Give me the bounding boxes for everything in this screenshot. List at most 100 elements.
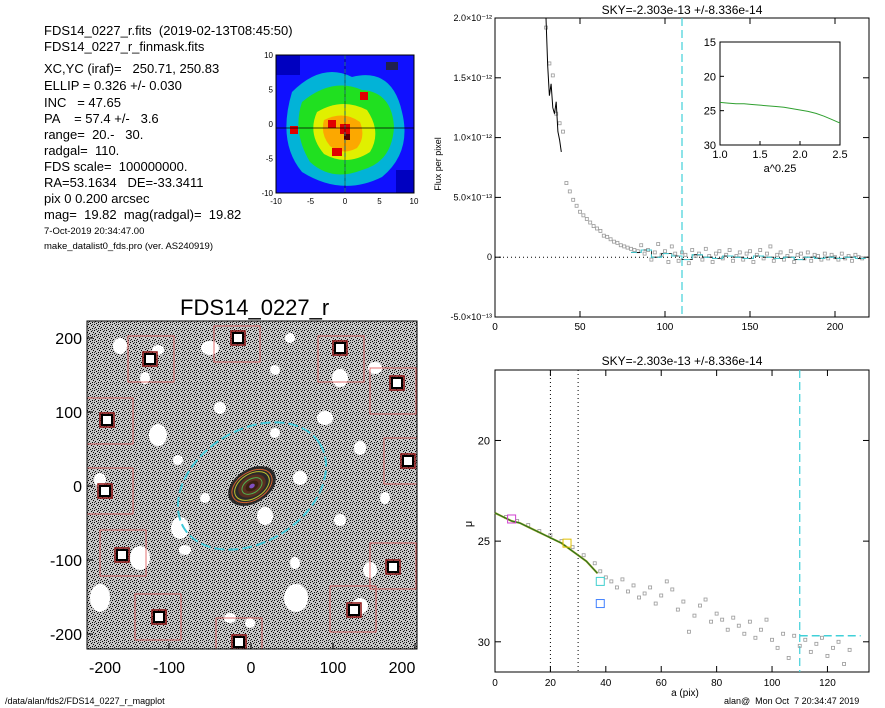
thumb-xtick: 0 (343, 197, 348, 206)
masked-stars (99, 332, 414, 648)
flux-point (788, 249, 793, 254)
flux-point (618, 243, 623, 248)
sb-point (687, 629, 691, 634)
flux-point (591, 224, 596, 229)
flux-point (710, 260, 715, 264)
sb-point (731, 615, 736, 620)
sb-point (664, 579, 669, 584)
flux-point (588, 220, 593, 225)
flux-point (557, 121, 562, 126)
sb-point (792, 633, 797, 638)
flux-point (629, 246, 633, 251)
image-panel-title: FDS14_0227_r (180, 295, 330, 320)
flux-xtick-label: 100 (657, 322, 674, 333)
sb-xtick-label: 120 (819, 678, 836, 689)
flux-point (601, 233, 606, 238)
sb-point (831, 645, 835, 650)
flux-point (822, 251, 827, 256)
program-line: make_datalist0_fds.pro (ver. AS240919) (44, 241, 213, 252)
flux-point (795, 252, 800, 257)
flux-point (561, 129, 565, 134)
flux-chart-ylabel: Flux per pixel (433, 137, 443, 191)
flux-point (812, 252, 817, 257)
flux-point (656, 242, 661, 246)
flux-point (680, 250, 684, 255)
sb-point (747, 619, 752, 624)
inset-ytick-label: 25 (704, 106, 716, 118)
sb-point (692, 613, 697, 618)
sb-point (797, 643, 802, 648)
flux-point (669, 244, 674, 249)
flux-point (652, 250, 657, 255)
flux-point (649, 257, 654, 262)
star-mask-boxes (87, 325, 417, 649)
inset-profile-line (719, 101, 841, 124)
sb-point (814, 641, 819, 646)
flux-chart-title: SKY=-2.303e-13 +/-8.336e-14 (602, 3, 763, 17)
sb-xtick-label: 80 (711, 678, 723, 689)
inset-ytick-label: 30 (704, 140, 716, 152)
flux-point (775, 252, 780, 257)
flux-point (581, 213, 586, 218)
flux-ytick-label: -5.0×10⁻¹³ (450, 312, 492, 322)
flux-point (768, 244, 773, 249)
sb-chart-xlabel: a (pix) (671, 688, 699, 699)
flux-point (805, 250, 810, 255)
flux-ytick-label: 5.0×10⁻¹³ (453, 192, 492, 202)
sb-ytick-label: 25 (478, 536, 490, 548)
flux-point (673, 251, 678, 256)
sb-point (786, 656, 791, 660)
sb-point (648, 585, 653, 590)
sb-point (836, 639, 841, 644)
flux-point (578, 209, 582, 214)
sb-point (609, 579, 614, 584)
flux-point (853, 252, 858, 257)
flux-profile-chart: SKY=-2.303e-13 +/-8.336e-14 Flux per pix… (433, 3, 870, 333)
sb-point (703, 597, 708, 602)
flux-point (564, 181, 569, 185)
flux-point (605, 234, 610, 239)
inset-xtick-label: 1.5 (752, 149, 767, 161)
flux-point (612, 239, 616, 244)
footer-path: /data/alan/fds2/FDS14_0227_r_magplot (5, 696, 165, 706)
sb-point (808, 649, 813, 654)
flux-point (584, 217, 589, 221)
param-xc-yc: XC,YC (iraf)= 250.71, 250.83 (44, 61, 220, 76)
inset-ytick-label: 20 (704, 71, 716, 83)
image-ytick: 100 (55, 405, 82, 422)
image-xtick: -100 (153, 660, 185, 677)
flux-point (758, 248, 763, 252)
sb-point (736, 623, 741, 628)
param-mag: mag= 19.82 mag(radgal)= 19.82 (44, 207, 242, 222)
flux-xtick-label: 200 (827, 322, 844, 333)
inset-xtick-label: 2.5 (832, 149, 847, 161)
masked-image (87, 321, 417, 649)
sb-point (720, 617, 725, 622)
flux-point (595, 226, 599, 231)
flux-point (700, 257, 705, 262)
sb-ytick-label: 30 (478, 637, 490, 649)
flux-point (839, 251, 844, 256)
flux-point (816, 254, 820, 258)
flux-point (731, 258, 735, 263)
sb-point (742, 631, 747, 636)
flux-ytick-label: 2.0×10⁻¹² (453, 13, 492, 23)
image-ytick: 200 (55, 331, 82, 348)
sb-point (698, 603, 702, 608)
flux-point (574, 203, 579, 208)
flux-point (666, 260, 671, 264)
sb-xtick-label: 100 (764, 678, 781, 689)
flux-xtick-label: 50 (574, 322, 586, 333)
flux-point (771, 258, 776, 263)
sb-point (759, 627, 763, 632)
flux-xtick-label: 0 (492, 322, 498, 333)
sb-point (548, 533, 553, 537)
flux-point (642, 251, 647, 256)
sb-point (614, 585, 619, 590)
flux-ytick-label: 0 (487, 252, 492, 262)
thumb-ytick: 0 (269, 120, 274, 129)
sb-colored-marker (562, 538, 572, 548)
flux-point (683, 252, 688, 257)
sb-point (847, 647, 852, 652)
sb-colored-marker (595, 599, 605, 609)
